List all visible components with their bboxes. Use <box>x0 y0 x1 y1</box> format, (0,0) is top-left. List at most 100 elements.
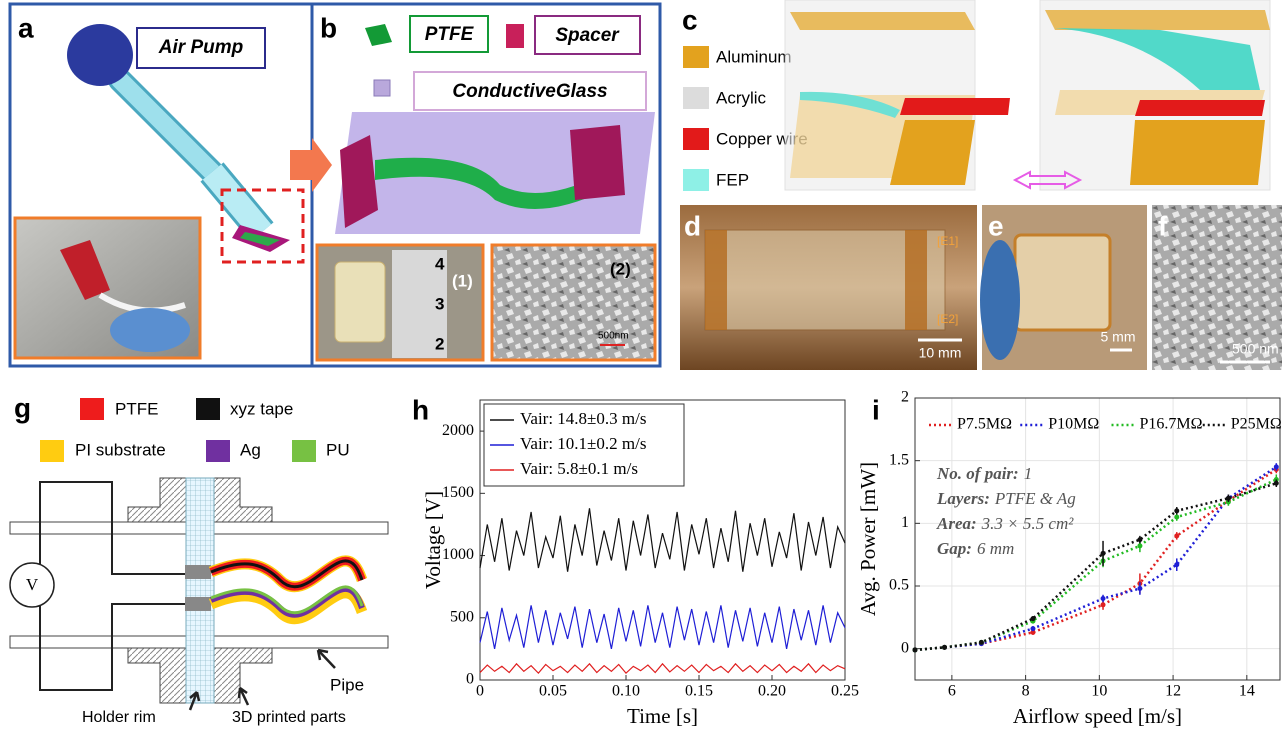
device-closed <box>1040 0 1270 190</box>
data-point <box>1274 481 1279 486</box>
electrode-label: [E2] <box>937 312 958 326</box>
photo-object <box>110 308 190 352</box>
x-tick-label: 0.20 <box>758 683 786 700</box>
photo-object <box>980 240 1020 360</box>
legend-swatch <box>292 440 316 462</box>
panel-label: f <box>1158 210 1168 241</box>
data-point <box>1174 515 1179 520</box>
legend-text: Ag <box>240 440 261 459</box>
data-point <box>1137 543 1142 548</box>
annotation-value: 3.3 × 5.5 cm² <box>981 514 1075 533</box>
annotation: Layers:PTFE & Ag <box>936 489 1076 508</box>
annotation: No. of pair: 1 <box>936 464 1032 483</box>
legend-text: ConductiveGlass <box>452 81 607 102</box>
data-point <box>942 645 947 650</box>
legend-text: Acrylic <box>716 88 767 107</box>
pump-bulb <box>67 24 133 86</box>
legend-text: P16.7MΩ <box>1140 416 1203 433</box>
annotation-label: Layers: <box>936 489 990 508</box>
x-tick-label: 8 <box>1022 683 1030 700</box>
annotation-label: Gap: <box>937 539 972 558</box>
legend-swatch <box>683 87 709 109</box>
data-point <box>1174 562 1179 567</box>
ruler-number: 4 <box>435 254 445 273</box>
data-point <box>1137 537 1142 542</box>
pump-label: Air Pump <box>158 37 243 58</box>
figure: a Air Pump b PTFE Spacer ConductiveGlass… <box>0 0 1282 730</box>
data-point <box>1226 496 1231 501</box>
scale-bar-label: 10 mm <box>919 345 962 361</box>
scale-bar-label: 500 nm <box>1232 341 1279 357</box>
annotation-label: Area: <box>936 514 977 533</box>
legend-text: PU <box>326 440 350 459</box>
x-axis-label: Airflow speed [m/s] <box>1013 704 1182 728</box>
panel-label: g <box>14 392 31 423</box>
pump-tube <box>120 80 212 172</box>
legend-text: PI substrate <box>75 440 166 459</box>
x-tick-label: 0.15 <box>685 683 713 700</box>
callout: 3D printed parts <box>232 709 346 726</box>
x-tick-label: 0 <box>476 683 484 700</box>
y-tick-label: 500 <box>450 608 474 625</box>
y-tick-label: 0.5 <box>889 577 909 594</box>
x-tick-label: 0.05 <box>539 683 567 700</box>
series-line <box>480 508 845 571</box>
photo-object <box>705 230 727 330</box>
y-tick-label: 1 <box>901 514 909 531</box>
inset-label: (2) <box>610 259 631 278</box>
data-point <box>1137 586 1142 591</box>
legend-text: FEP <box>716 170 749 189</box>
annotation: Gap: 6 mm <box>937 539 1014 558</box>
series-line <box>480 605 845 649</box>
annotation-value: 1 <box>1024 464 1033 483</box>
legend-text: Vair: 5.8±0.1 m/s <box>520 459 638 478</box>
x-tick-label: 14 <box>1239 683 1255 700</box>
y-tick-label: 1000 <box>442 546 474 563</box>
annotation-value: PTFE & Ag <box>994 489 1076 508</box>
x-tick-label: 10 <box>1091 683 1107 700</box>
y-tick-label: 2 <box>901 389 909 406</box>
panel-label: a <box>18 12 34 43</box>
legend-text: P7.5MΩ <box>957 416 1012 433</box>
y-tick-label: 0 <box>466 671 474 688</box>
series-line <box>480 664 845 673</box>
photo-object <box>335 262 385 342</box>
y-axis-label: Avg. Power [mW] <box>856 462 880 616</box>
annotation-value: 6 mm <box>977 539 1014 558</box>
y-tick-label: 2000 <box>442 422 474 439</box>
data-point <box>913 647 918 652</box>
panel-label: i <box>872 394 880 425</box>
scale-bar-label: 500nm <box>598 331 629 342</box>
panel-label: e <box>988 210 1004 241</box>
legend-text: PTFE <box>115 399 158 418</box>
data-point <box>979 640 984 645</box>
y-tick-label: 0 <box>901 639 909 656</box>
ptfe-icon <box>365 24 392 46</box>
data-point <box>1030 626 1035 631</box>
legend-swatch <box>80 398 104 420</box>
legend-swatch <box>196 398 220 420</box>
electrode-label: [E1] <box>937 234 958 248</box>
legend-text: Aluminum <box>716 47 792 66</box>
data-point <box>1101 551 1106 556</box>
scale-bar-label: 5 mm <box>1101 329 1136 345</box>
annotation-label: No. of pair: <box>936 464 1019 483</box>
data-point <box>1174 533 1179 538</box>
x-tick-label: 12 <box>1165 683 1181 700</box>
legend-text: Vair: 14.8±0.3 m/s <box>520 409 646 428</box>
callout: Holder rim <box>82 709 156 726</box>
photo-object <box>905 230 927 330</box>
callout: Pipe <box>330 675 364 694</box>
legend-text: Vair: 10.1±0.2 m/s <box>520 434 646 453</box>
data-point <box>1030 616 1035 621</box>
ruler-number: 2 <box>435 334 444 353</box>
y-tick-label: 1500 <box>442 484 474 501</box>
y-tick-label: 1.5 <box>889 451 909 468</box>
legend-text: Spacer <box>555 25 620 46</box>
data-point <box>1101 596 1106 601</box>
spacer <box>570 125 625 200</box>
inset-label: (1) <box>452 271 473 290</box>
spacer-icon <box>506 24 524 48</box>
legend-text: xyz tape <box>230 399 293 418</box>
legend-swatch <box>683 169 709 191</box>
